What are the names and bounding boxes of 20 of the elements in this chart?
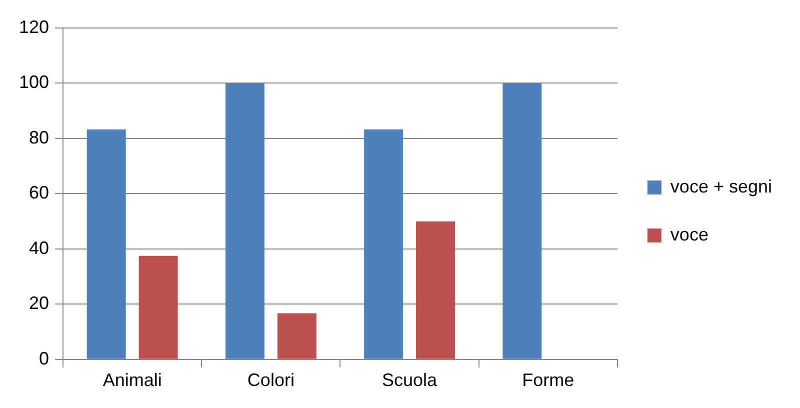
y-tick-label: 0 — [39, 348, 50, 368]
x-tick-label: Forme — [522, 370, 574, 390]
bar — [138, 256, 178, 359]
y-tick-label: 120 — [18, 16, 50, 37]
bar — [225, 83, 264, 359]
y-tick-label: 80 — [29, 127, 50, 148]
legend-label: voce + segni — [670, 176, 772, 196]
y-tick-label: 40 — [29, 238, 50, 258]
x-tick-label: Colori — [247, 370, 294, 390]
bar — [277, 313, 316, 359]
bar — [416, 221, 456, 359]
bar — [86, 129, 126, 359]
y-tick-label: 60 — [29, 182, 50, 203]
x-tick-label: Scuola — [382, 370, 438, 390]
x-tick-label: Animali — [102, 370, 162, 390]
legend-label: voce — [670, 224, 708, 244]
bar — [364, 129, 404, 359]
bar — [502, 83, 542, 359]
y-tick-label: 20 — [29, 293, 50, 314]
y-tick-label: 100 — [18, 72, 50, 92]
